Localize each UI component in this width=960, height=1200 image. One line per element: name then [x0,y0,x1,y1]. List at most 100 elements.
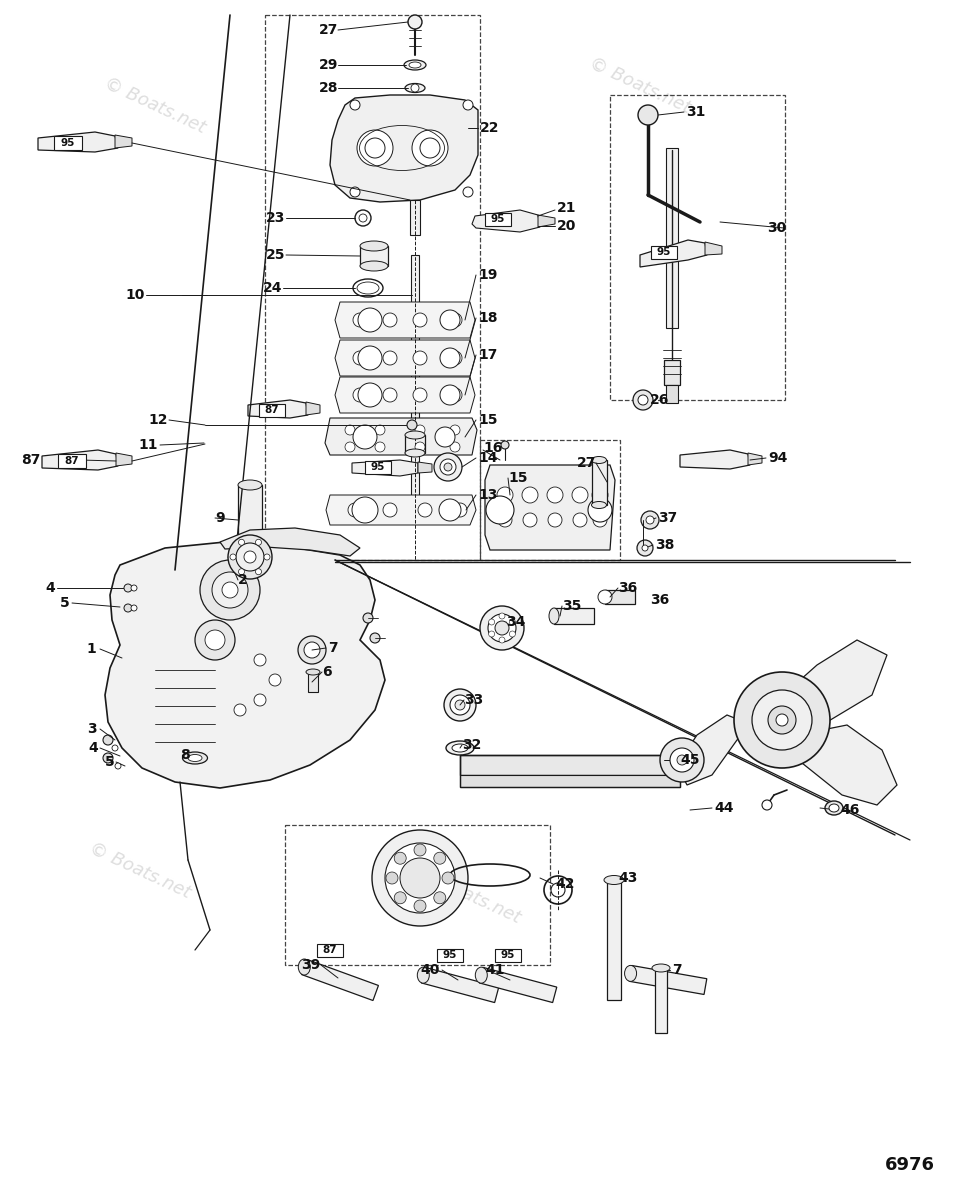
Bar [405,434,425,452]
Circle shape [353,425,377,449]
Circle shape [418,503,432,517]
Polygon shape [105,542,385,788]
Text: 35: 35 [562,599,582,613]
Ellipse shape [360,260,388,271]
Bar [285,826,550,965]
Polygon shape [38,132,118,152]
Circle shape [463,100,473,110]
Text: 94: 94 [768,451,787,464]
Circle shape [205,630,225,650]
Circle shape [489,631,494,637]
Text: 31: 31 [686,104,706,119]
Text: 30: 30 [767,221,786,235]
Bar [58,454,86,468]
Text: 36: 36 [618,581,637,595]
Bar [610,95,785,400]
Circle shape [255,569,261,575]
Text: 13: 13 [478,488,497,502]
Circle shape [407,420,417,430]
Text: 37: 37 [658,511,677,526]
Text: 27: 27 [319,23,338,37]
Circle shape [593,514,607,527]
Text: 15: 15 [478,413,497,427]
Polygon shape [640,240,707,266]
Ellipse shape [825,802,843,815]
Circle shape [463,187,473,197]
Ellipse shape [360,241,388,251]
Text: 8: 8 [180,748,190,762]
Text: 4: 4 [88,740,98,755]
Circle shape [776,714,788,726]
Text: 33: 33 [464,692,483,707]
Circle shape [238,569,245,575]
Circle shape [375,425,385,434]
Circle shape [588,498,612,522]
Text: 22: 22 [480,121,499,134]
Circle shape [510,631,516,637]
Text: 18: 18 [478,311,497,325]
Circle shape [598,590,612,604]
Circle shape [400,858,440,898]
Polygon shape [705,242,722,254]
Circle shape [453,503,467,517]
Text: 20: 20 [557,218,576,233]
Circle shape [230,554,236,560]
Text: 87: 87 [20,452,40,467]
Circle shape [413,350,427,365]
Circle shape [489,619,494,625]
Circle shape [637,540,653,556]
Circle shape [488,614,516,642]
Polygon shape [335,302,475,338]
Polygon shape [629,966,707,995]
Text: 1: 1 [86,642,96,656]
Circle shape [440,310,460,330]
Circle shape [499,613,505,619]
Text: 5: 5 [106,755,115,769]
Circle shape [413,313,427,326]
Ellipse shape [188,755,202,762]
Polygon shape [306,402,320,415]
Circle shape [254,654,266,666]
Circle shape [439,499,461,521]
Ellipse shape [625,966,636,982]
Polygon shape [677,715,752,785]
Circle shape [383,388,397,402]
Circle shape [414,844,426,856]
Circle shape [646,516,654,524]
Bar [485,212,511,226]
Bar [664,360,680,385]
Circle shape [633,390,653,410]
Text: 16: 16 [483,440,502,455]
Circle shape [762,800,772,810]
Circle shape [734,672,830,768]
Circle shape [264,554,270,560]
Text: 23: 23 [266,211,285,226]
Bar [437,948,463,961]
Text: 95: 95 [60,138,75,148]
Circle shape [448,350,462,365]
Text: 44: 44 [714,802,733,815]
Text: 4: 4 [45,581,55,595]
Bar [238,485,262,554]
Circle shape [386,872,398,884]
Polygon shape [325,418,477,455]
Text: 36: 36 [650,593,669,607]
Circle shape [131,605,137,611]
Ellipse shape [475,967,488,983]
Circle shape [195,620,235,660]
Ellipse shape [182,752,207,764]
Circle shape [450,425,460,434]
Ellipse shape [238,550,262,560]
Text: 19: 19 [478,268,497,282]
Text: 32: 32 [462,738,481,752]
Polygon shape [792,725,897,805]
Circle shape [238,539,245,545]
Text: © Boats.net: © Boats.net [86,839,194,901]
Circle shape [413,388,427,402]
Circle shape [345,425,355,434]
Circle shape [450,442,460,452]
Text: 87: 87 [64,456,80,466]
Circle shape [254,694,266,706]
Polygon shape [485,464,615,550]
Circle shape [350,187,360,197]
